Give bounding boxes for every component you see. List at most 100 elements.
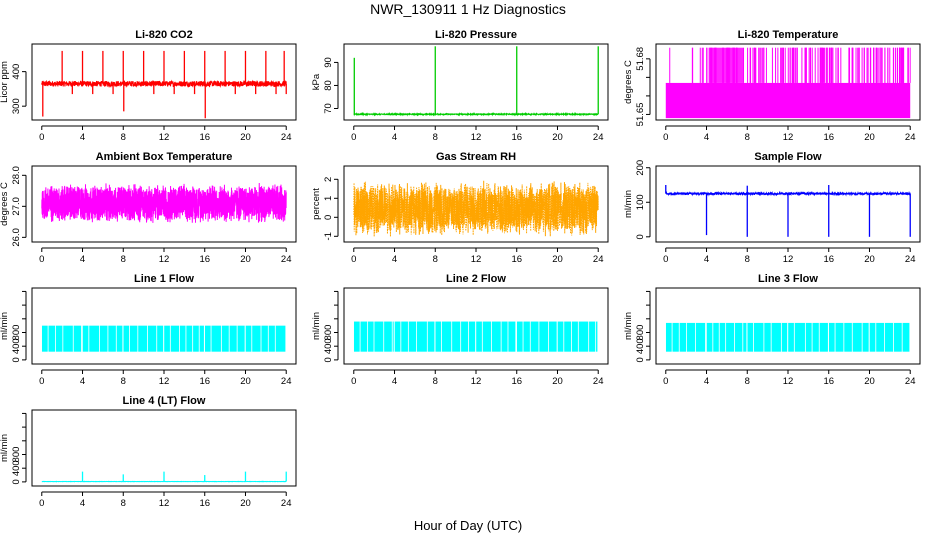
x-axis: 0 4 8 12 16 20 24: [39, 369, 292, 387]
series-block: [41, 325, 82, 352]
x-tick-label: 24: [281, 132, 292, 143]
y-axis-label: Licor ppm: [0, 61, 10, 103]
x-axis: 0 4 8 12 16 20 24: [39, 247, 292, 265]
plot-frame: [31, 409, 297, 487]
x-tick-label: 12: [471, 254, 482, 265]
x-tick-label: 4: [704, 254, 709, 265]
x-tick-label: 20: [240, 132, 251, 143]
series-data: [41, 324, 286, 353]
series-block: [164, 325, 204, 352]
y-tick-label: 0: [323, 357, 334, 362]
y-tick-label: 51.68: [635, 47, 646, 71]
plot-frame: [655, 43, 921, 121]
x-tick-label: 0: [39, 254, 44, 265]
x-tick-label: 24: [905, 376, 916, 387]
y-axis-label: percent: [311, 188, 322, 220]
x-tick-label: 8: [745, 254, 750, 265]
x-axis: 0 4 8 12 16 20 24: [351, 247, 604, 265]
y-tick-label: 0: [323, 215, 334, 220]
series-block: [204, 325, 245, 352]
x-tick-label: 8: [121, 132, 126, 143]
y-axis: 0 100 200: [635, 160, 651, 239]
x-tick-label: 16: [199, 498, 210, 509]
y-axis: 300 400: [11, 64, 27, 114]
plot-frame: [343, 43, 609, 121]
x-tick-label: 8: [121, 254, 126, 265]
x-tick-label: 8: [121, 498, 126, 509]
x-tick-label: 12: [783, 376, 794, 387]
x-tick-label: 24: [593, 132, 604, 143]
x-tick-label: 12: [159, 498, 170, 509]
x-tick-label: 0: [351, 132, 356, 143]
x-tick-label: 8: [745, 376, 750, 387]
panel-title: Ambient Box Temperature: [96, 151, 233, 163]
x-tick-label: 16: [823, 254, 834, 265]
y-tick-label: 0: [635, 234, 646, 239]
y-tick-label: 800: [635, 325, 646, 341]
y-tick-label: 0: [11, 357, 22, 362]
y-tick-label: 0: [11, 479, 22, 484]
x-tick-label: 8: [433, 254, 438, 265]
panel-title: Line 2 Flow: [446, 273, 506, 285]
x-tick-label: 8: [121, 376, 126, 387]
series-data: [41, 182, 287, 223]
y-tick-label: 400: [11, 460, 22, 476]
figure-title: NWR_130911 1 Hz Diagnostics: [370, 1, 566, 17]
y-tick-label: 200: [635, 160, 646, 176]
y-tick-label: -1: [323, 232, 334, 240]
x-tick-label: 0: [39, 376, 44, 387]
x-tick-label: 20: [240, 254, 251, 265]
x-tick-label: 12: [471, 376, 482, 387]
y-tick-label: 51.65: [635, 103, 646, 127]
series-band: [665, 82, 911, 119]
series-data: [353, 46, 599, 117]
x-tick-label: 8: [433, 132, 438, 143]
y-tick-label: 100: [635, 194, 646, 210]
x-tick-label: 20: [864, 376, 875, 387]
y-tick-label: 800: [11, 325, 22, 341]
plot-frame: [31, 165, 297, 243]
y-tick-label: 2: [323, 177, 334, 182]
x-tick-label: 4: [80, 498, 85, 509]
series-block: [706, 322, 747, 352]
y-tick-label: 400: [11, 338, 22, 354]
x-tick-label: 0: [663, 376, 668, 387]
y-tick-label: 90: [323, 57, 334, 68]
y-tick-label: 400: [11, 64, 22, 80]
x-tick-label: 20: [864, 254, 875, 265]
y-axis-label: ml/min: [623, 312, 634, 340]
y-axis: 26.0 27.0 28.0: [11, 166, 27, 247]
x-tick-label: 12: [159, 132, 170, 143]
x-tick-label: 0: [663, 254, 668, 265]
y-tick-label: 800: [323, 325, 334, 341]
series-block: [557, 321, 598, 352]
y-tick-label: 26.0: [11, 228, 22, 247]
y-axis-label: ml/min: [0, 312, 10, 340]
panel-title: Li-820 CO2: [135, 29, 192, 41]
series-block: [788, 322, 828, 352]
panel-title: Sample Flow: [754, 151, 822, 163]
series-points: [353, 180, 599, 237]
x-tick-label: 0: [39, 132, 44, 143]
series-block: [394, 321, 435, 352]
panel-title: Li-820 Temperature: [738, 29, 839, 41]
x-tick-label: 4: [704, 376, 709, 387]
x-tick-label: 12: [471, 132, 482, 143]
panel-title: Line 1 Flow: [134, 273, 194, 285]
y-tick-label: 300: [11, 98, 22, 114]
y-axis: -1 0 1 2: [323, 177, 339, 241]
y-tick-label: 27.0: [11, 197, 22, 216]
series-data: [665, 185, 911, 237]
x-tick-label: 12: [159, 254, 170, 265]
x-tick-label: 4: [392, 132, 397, 143]
x-tick-label: 12: [159, 376, 170, 387]
